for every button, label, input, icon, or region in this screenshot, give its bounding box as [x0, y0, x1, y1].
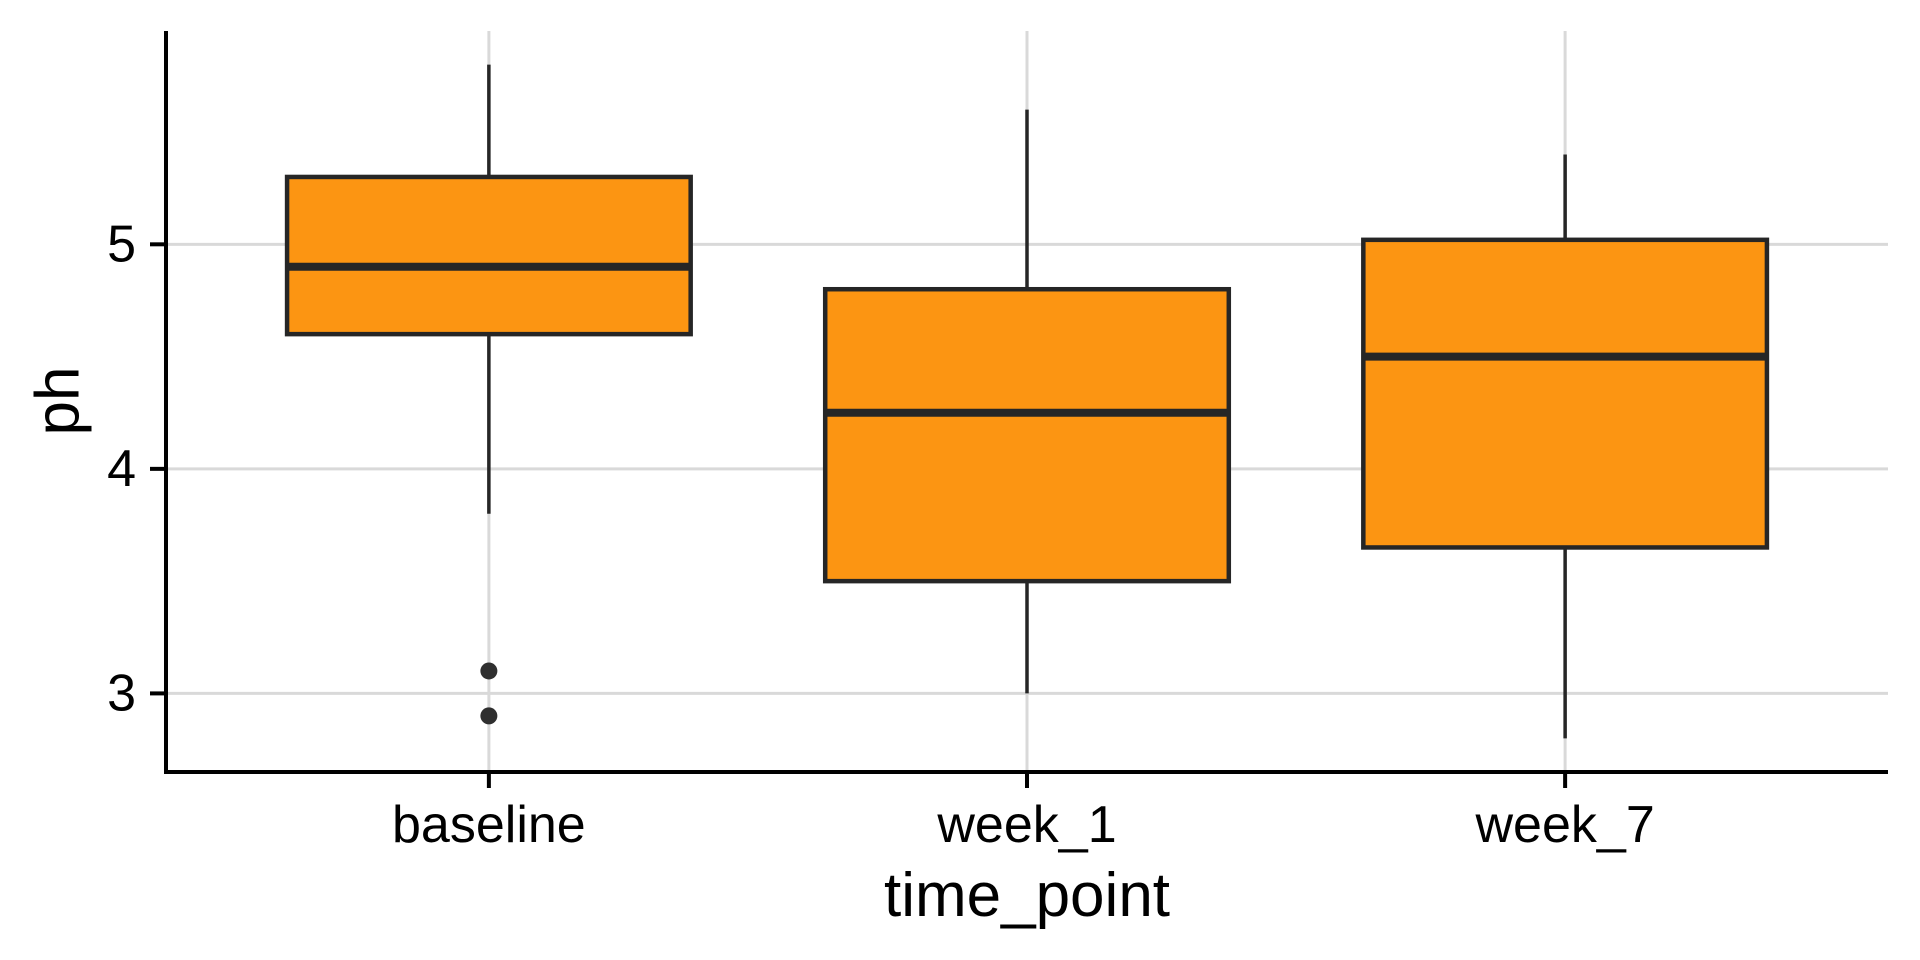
x-tick-label-week_7: week_7: [1475, 796, 1655, 854]
x-tick-label-baseline: baseline: [392, 796, 586, 854]
x-tick-label-week_1: week_1: [936, 796, 1116, 854]
outlier-point-baseline-1: [480, 707, 498, 725]
y-axis-title: ph: [24, 367, 93, 436]
box-baseline: [284, 174, 693, 337]
boxplot-group-baseline: [284, 64, 693, 725]
outlier-point-baseline-0: [480, 662, 498, 680]
boxplot-group-week_1: [822, 109, 1232, 694]
y-tick-label-5: 5: [107, 215, 136, 273]
boxplot-group-week_7: [1361, 154, 1770, 739]
y-tick-label-3: 3: [107, 664, 136, 722]
box-week_1: [822, 286, 1232, 584]
x-axis-title: time_point: [884, 861, 1170, 930]
axis-layer: 3 4 5 baseline week_1 week_7: [107, 31, 1888, 854]
box-week_7: [1361, 237, 1770, 550]
box-layer: [284, 64, 1770, 739]
y-tick-label-4: 4: [107, 440, 136, 498]
